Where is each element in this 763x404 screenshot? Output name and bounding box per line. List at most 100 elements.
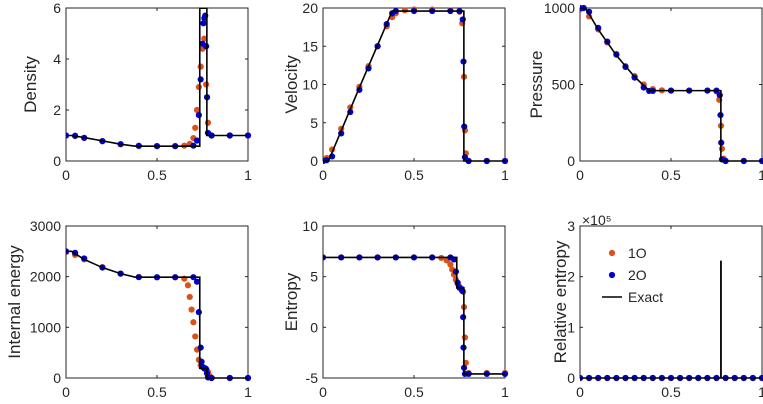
data-point-1O [197,63,204,70]
y-tick-label: -5 [306,370,319,386]
data-point-1O [188,306,195,313]
x-tick-label: 0.5 [404,167,424,183]
x-tick-label: 0 [62,167,70,183]
y-tick-label: 1000 [30,319,61,335]
chart-pressure: 0 0.5 1 0 500 1000 Pressure [527,0,763,183]
data-point-2O [195,309,202,316]
y-tick-label: 5 [310,115,318,131]
exact-solution-line [66,7,248,148]
x-tick-label: 0 [319,167,327,183]
axes-box [322,7,506,162]
plot-area [66,248,252,382]
y-axis-label: Internal energy [5,245,24,359]
data-point-2O [452,268,459,275]
plot-area [66,7,252,150]
series-1O [580,6,763,165]
data-point-1O [461,334,469,341]
exact-solution-line [580,260,762,379]
series-2O [580,4,763,165]
data-point-1O [195,83,202,91]
legend-label: 2O [628,267,647,283]
y-tick-label: 2 [53,102,61,118]
data-point-2O [193,278,201,285]
data-point-1O [447,261,454,268]
series-2O [66,12,252,150]
axes-box [65,225,249,379]
y-tick-label: 10 [302,218,318,234]
series-1O [323,6,509,165]
y-tick-label: 0 [53,153,61,169]
data-point-1O [201,35,208,42]
axes-box [579,7,763,162]
legend-marker-2O [608,271,616,279]
data-point-1O [193,106,201,114]
exact-solution-line [323,10,505,162]
x-tick-label: 0.5 [147,384,167,400]
data-point-2O [193,137,201,144]
data-point-2O [195,112,202,119]
y-axis-label: Entropy [282,272,301,331]
y-tick-label: 0 [310,319,318,335]
y-tick-label: 3000 [30,218,61,234]
legend-label: 1O [628,245,647,261]
data-point-2O [459,16,466,23]
data-point-2O [200,20,207,27]
data-point-1O [718,145,726,152]
data-point-1O [204,119,212,126]
legend-marker-1O [608,249,616,257]
plot-area [323,6,509,165]
data-point-1O [190,319,197,326]
chart-internal-energy: 0 0.5 1 0 1000 2000 3000 Internal energy [5,218,252,400]
y-tick-label: 4 [53,51,61,67]
y-tick-label: 0 [567,153,575,169]
data-point-1O [184,282,192,289]
plot-area [323,254,509,378]
x-tick-label: 1 [758,384,763,400]
y-exponent-label: ×10⁵ [582,212,612,228]
data-point-1O [192,124,199,131]
chart-density: 0 0.5 1 0 2 4 6 Density [21,0,252,183]
x-tick-label: 1 [244,167,252,183]
exact-solution-line [66,250,248,379]
series-2O [323,7,509,165]
data-point-2O [716,92,723,99]
series-1O [66,35,252,150]
y-tick-label: 6 [53,0,61,16]
exact-solution-line [323,256,505,375]
x-tick-label: 0.5 [661,167,681,183]
series-2O [323,254,509,378]
series-1O [323,254,509,377]
data-point-1O [186,293,193,301]
x-tick-label: 0.5 [147,167,167,183]
y-tick-label: 0 [310,153,318,169]
exact-solution-line [580,7,762,162]
data-point-2O [197,76,204,83]
plot-area [580,260,763,382]
y-tick-label: 3 [567,218,575,234]
y-tick-label: 10 [302,77,318,93]
y-tick-label: 0 [567,370,575,386]
x-tick-label: 0 [576,384,584,400]
y-axis-label: Pressure [527,50,546,118]
axes-box [65,7,249,162]
y-tick-label: 2000 [30,269,61,285]
y-tick-label: 20 [302,0,318,16]
y-axis-label: Relative entropy [551,240,570,363]
y-axis-label: Density [21,56,40,113]
x-tick-label: 0 [319,384,327,400]
legend: 1O 2O Exact [602,245,663,305]
x-tick-label: 1 [244,384,252,400]
y-tick-label: 2 [567,269,575,285]
y-tick-label: 0 [53,370,61,386]
x-tick-label: 1 [501,384,509,400]
x-tick-label: 0.5 [661,384,681,400]
x-tick-label: 0.5 [404,384,424,400]
legend-label: Exact [628,289,663,305]
y-tick-label: 1000 [544,0,575,16]
series-1O [66,249,252,382]
x-tick-label: 0 [576,167,584,183]
data-point-1O [192,333,199,340]
y-tick-label: 1 [567,319,575,335]
